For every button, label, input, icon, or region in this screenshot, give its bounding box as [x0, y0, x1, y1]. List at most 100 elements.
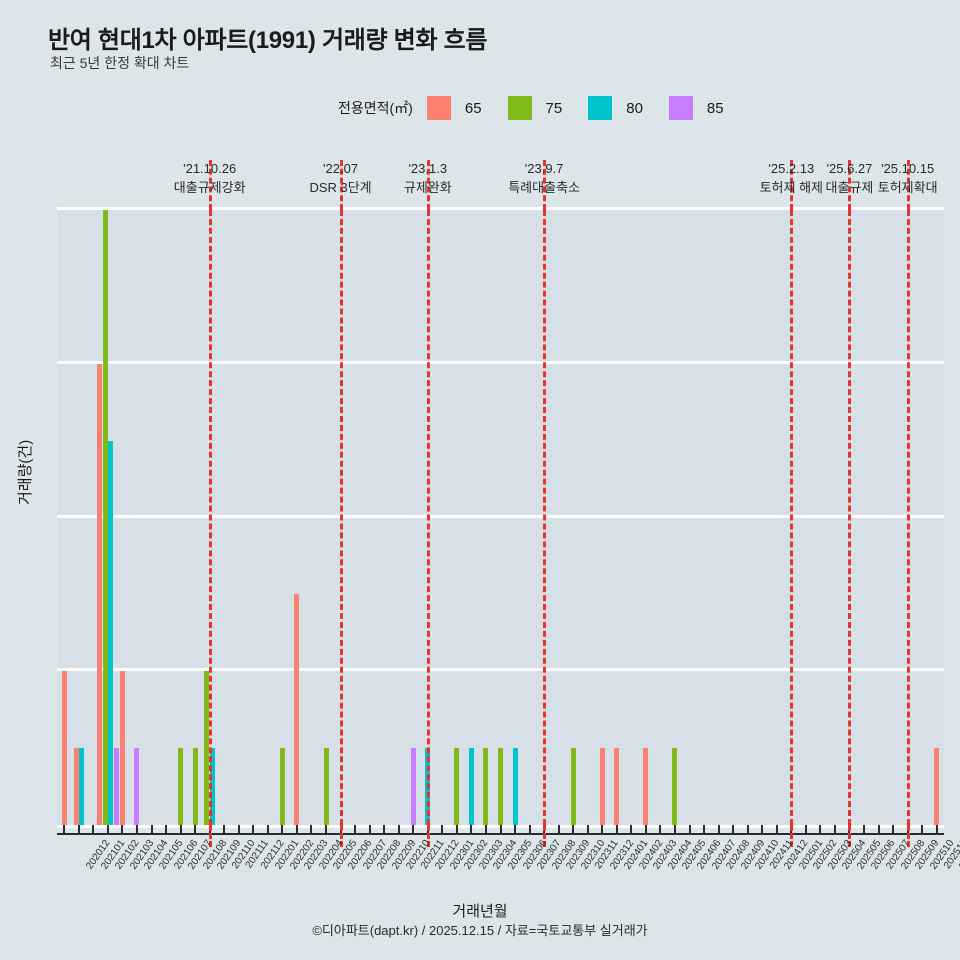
legend-swatch-85	[668, 96, 693, 120]
bar-202110-80[interactable]	[209, 748, 215, 825]
event-line-ext-202502	[790, 160, 794, 210]
event-title-202510: 토허제확대	[877, 179, 938, 195]
bar-202108-75[interactable]	[178, 748, 184, 825]
gridline-y-6	[57, 360, 944, 364]
x-tick-202204	[295, 825, 298, 835]
event-line-202510	[906, 210, 910, 825]
legend-item-80[interactable]: 80	[588, 96, 669, 120]
x-tick-202203	[281, 825, 284, 835]
event-date-202510: '25.10.15	[881, 161, 935, 176]
legend-label-75: 75	[545, 99, 563, 117]
bar-202304-80[interactable]	[468, 748, 474, 825]
bar-202512-65[interactable]	[934, 748, 940, 825]
x-tick-202305	[484, 825, 487, 835]
bar-202104-65[interactable]	[119, 671, 125, 825]
x-tick-202108	[179, 825, 182, 835]
bar-202303-75[interactable]	[454, 748, 460, 825]
x-tick-202503	[804, 825, 807, 835]
page-subtitle: 최근 5년 한정 확대 차트	[50, 55, 190, 71]
x-tick-202012	[63, 825, 66, 835]
event-line-202309	[543, 210, 547, 825]
gridline-y-2	[57, 668, 944, 672]
x-tick-202308	[528, 825, 531, 835]
x-tick-202107	[165, 825, 168, 835]
event-line-stub-202110	[208, 825, 212, 847]
x-tick-202501	[775, 825, 778, 835]
x-tick-202106	[150, 825, 153, 835]
x-tick-202101	[77, 825, 80, 835]
event-line-ext-202309	[543, 160, 547, 210]
event-annotation-202506: '25.6.27 대출규제	[826, 160, 874, 198]
gridline-y-4	[57, 514, 944, 518]
event-date-202506: '25.6.27	[826, 161, 873, 176]
event-date-202301: '23.1.3	[408, 161, 448, 176]
bar-202012-65[interactable]	[61, 671, 67, 825]
x-tick-202201	[252, 825, 255, 835]
x-tick-202511	[921, 825, 924, 835]
bar-202204-65[interactable]	[294, 594, 300, 825]
bar-202101-80[interactable]	[79, 748, 85, 825]
bar-202404-65[interactable]	[643, 748, 649, 825]
legend-item-65[interactable]: 65	[426, 96, 508, 120]
x-tick-202111	[223, 825, 226, 835]
event-line-ext-202301	[426, 160, 430, 210]
event-title-202207: DSR 3단계	[309, 179, 372, 195]
x-tick-202208	[354, 825, 357, 835]
x-tick-202402	[615, 825, 618, 835]
bar-202206-75[interactable]	[323, 748, 329, 825]
bar-202103-80[interactable]	[108, 440, 114, 825]
event-date-202309: '23.9.7	[524, 161, 564, 176]
bar-202103-65[interactable]	[96, 363, 102, 825]
bar-202311-75[interactable]	[570, 748, 576, 825]
bar-202212-85[interactable]	[410, 748, 416, 825]
legend-title: 전용면적(㎡)	[338, 100, 413, 116]
x-tick-202406	[673, 825, 676, 835]
legend-item-85[interactable]: 85	[668, 96, 750, 120]
x-tick-202102	[92, 825, 95, 835]
bar-202103-75[interactable]	[102, 210, 108, 825]
event-line-ext-202506	[848, 160, 852, 210]
x-tick-202507	[863, 825, 866, 835]
x-axis	[57, 825, 944, 835]
legend-swatch-75	[507, 96, 532, 120]
event-line-202110	[208, 210, 212, 825]
legend-item-75[interactable]: 75	[507, 96, 589, 120]
event-line-stub-202502	[790, 825, 794, 847]
x-tick-202401	[601, 825, 604, 835]
x-tick-202311	[572, 825, 575, 835]
x-tick-202304	[470, 825, 473, 835]
event-line-202506	[848, 210, 852, 825]
legend-swatch-80	[588, 96, 613, 120]
x-tick-202112	[237, 825, 240, 835]
bar-202105-85[interactable]	[134, 748, 140, 825]
bar-202110-75[interactable]	[204, 671, 210, 825]
x-tick-202104	[121, 825, 124, 835]
x-tick-202211	[397, 825, 400, 835]
x-tick-202302	[441, 825, 444, 835]
x-tick-202508	[877, 825, 880, 835]
bar-202101-65[interactable]	[73, 748, 79, 825]
event-date-202110: '21.10.26	[183, 161, 237, 176]
x-tick-202509	[892, 825, 895, 835]
bar-202401-65[interactable]	[599, 748, 605, 825]
bar-202307-80[interactable]	[512, 748, 518, 825]
x-tick-202209	[368, 825, 371, 835]
event-annotation-202309: '23.9.7 특례대출축소	[508, 160, 580, 198]
x-tick-202412	[761, 825, 764, 835]
bar-202109-75[interactable]	[192, 748, 198, 825]
x-tick-202307	[514, 825, 517, 835]
bar-202406-75[interactable]	[672, 748, 678, 825]
bar-202306-75[interactable]	[498, 748, 503, 825]
bar-202402-65[interactable]	[614, 748, 620, 825]
chart-legend: 전용면적(㎡) 65 75 80 85	[338, 96, 750, 120]
x-tick-202306	[499, 825, 502, 835]
bar-202203-75[interactable]	[279, 748, 285, 825]
bar-202103-85[interactable]	[113, 748, 119, 825]
event-line-stub-202301	[426, 825, 430, 847]
bar-202305-75[interactable]	[483, 748, 489, 825]
x-tick-202105	[135, 825, 138, 835]
event-line-202207	[339, 210, 343, 825]
x-tick-202505	[833, 825, 836, 835]
x-tick-202407	[688, 825, 691, 835]
event-annotation-202301: '23.1.3 규제완화	[404, 160, 452, 198]
